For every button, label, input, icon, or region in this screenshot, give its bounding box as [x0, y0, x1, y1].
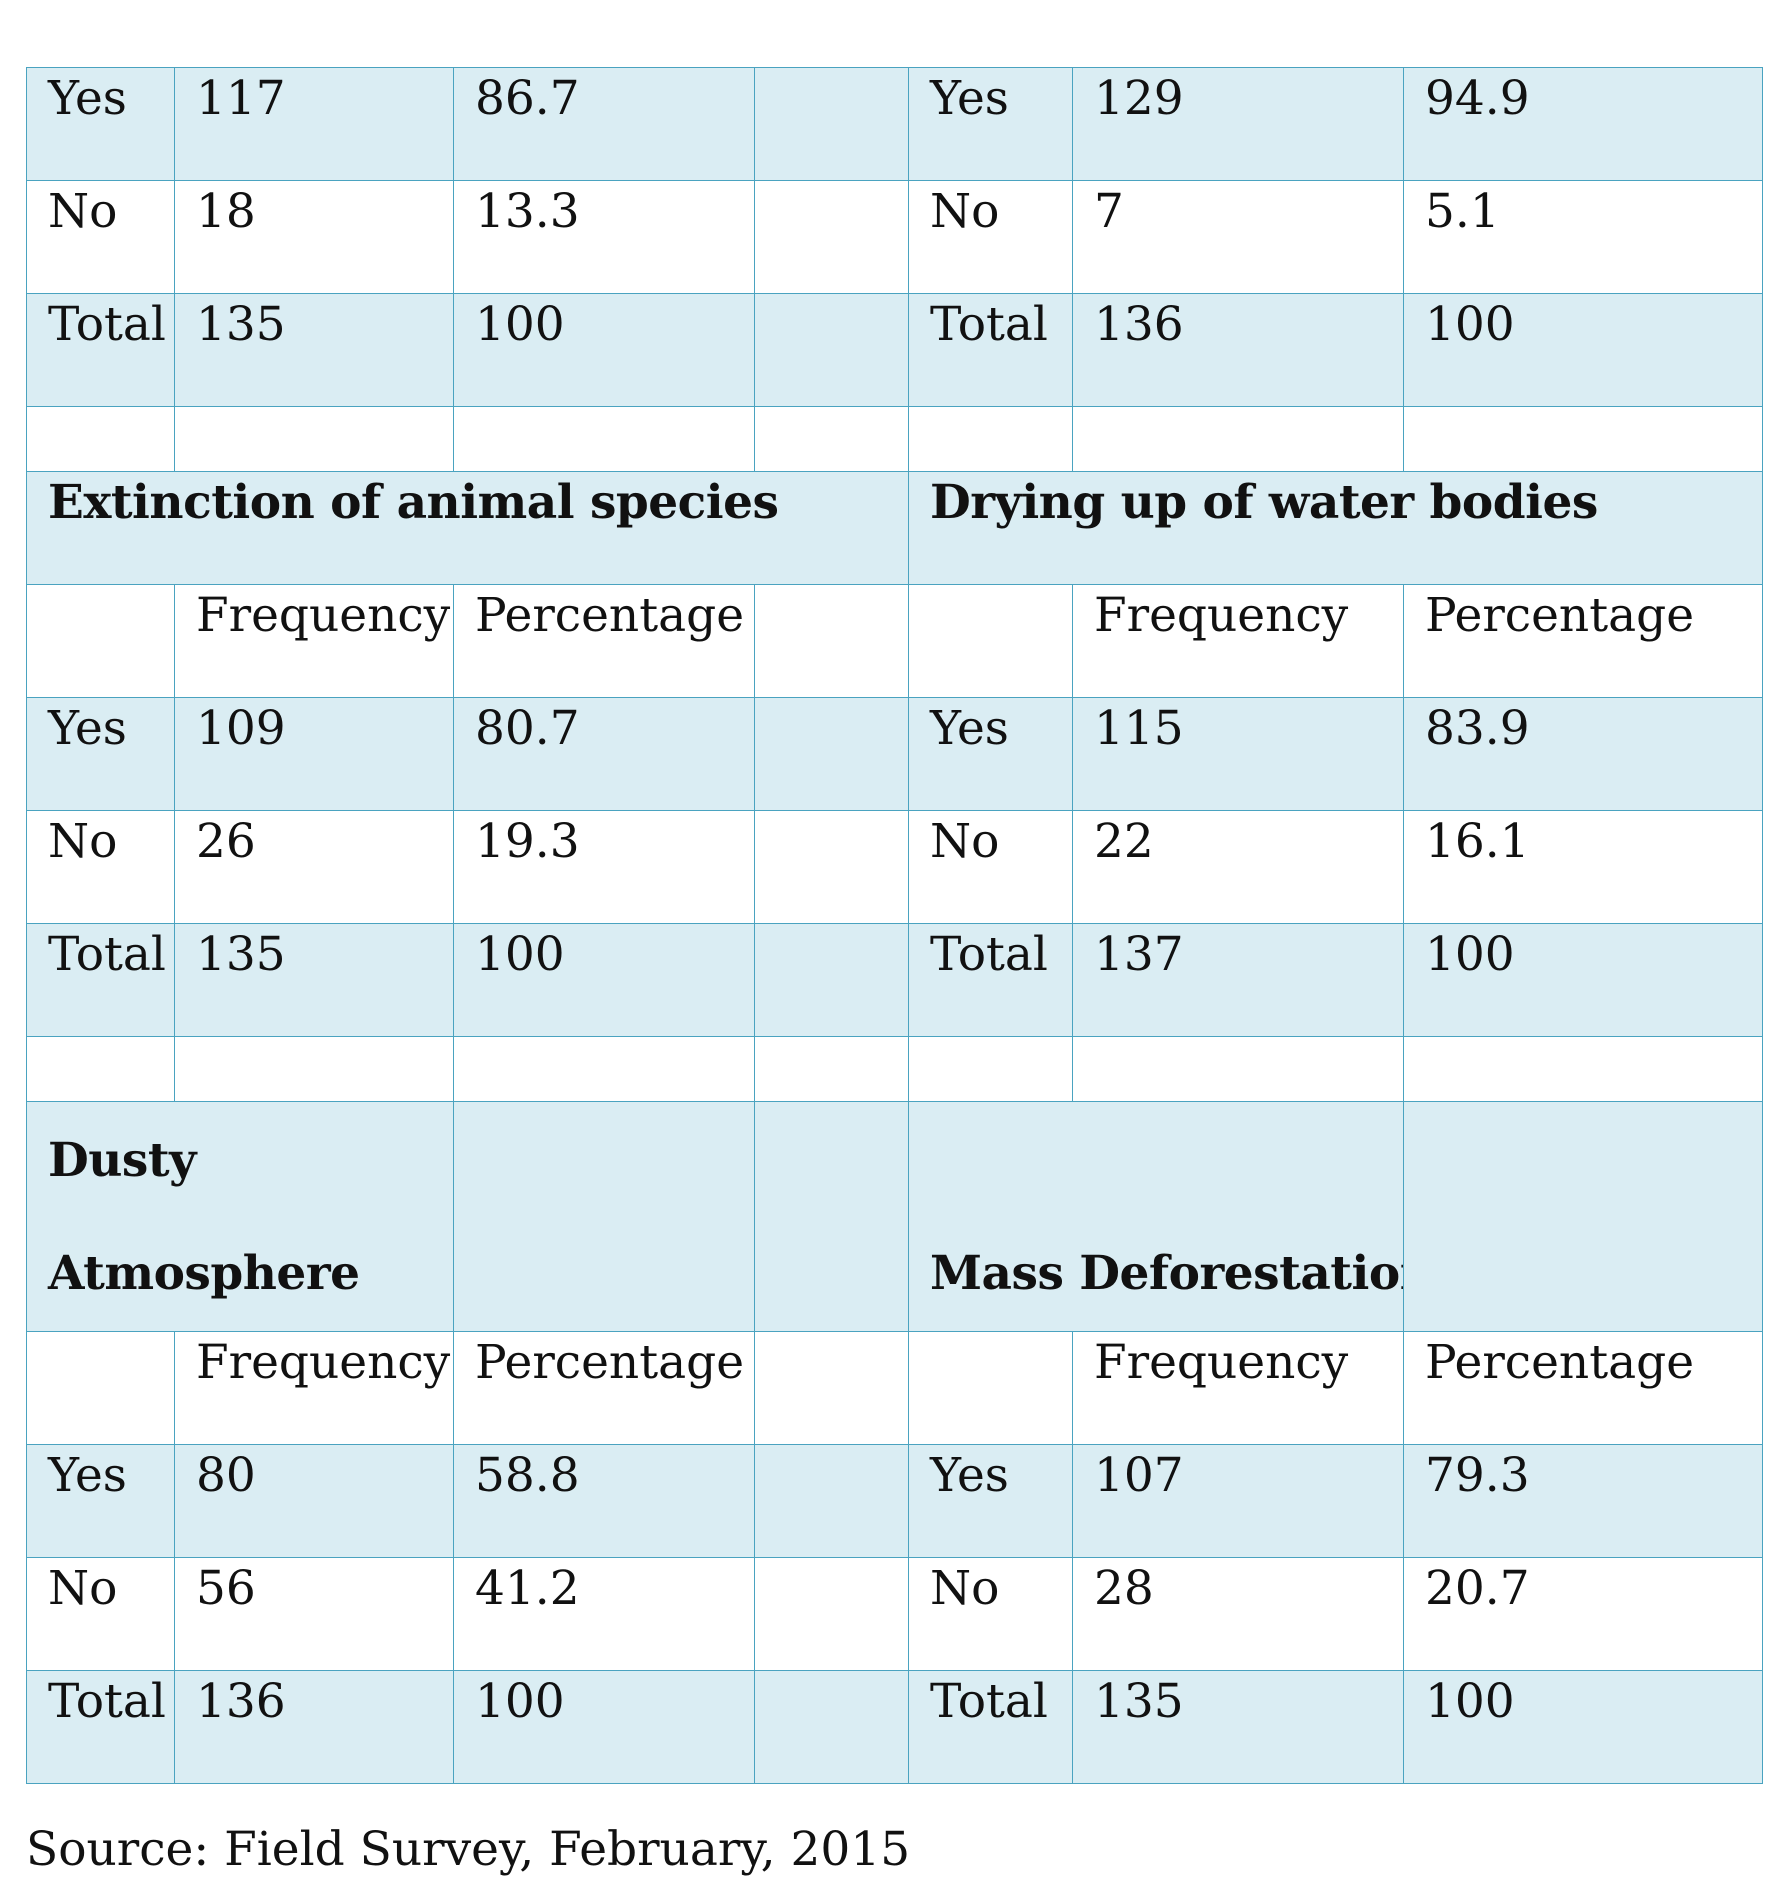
frequency-cell: 18 [174, 180, 454, 294]
percentage-cell: 100 [453, 923, 755, 1037]
column-header-row: Frequency Percentage Frequency Percentag… [26, 584, 1763, 698]
frequency-cell: 136 [1072, 293, 1404, 407]
percentage-cell: 100 [1403, 923, 1763, 1037]
section-title-row: Extinction of animal species Drying up o… [26, 471, 1763, 585]
row-label: No [908, 810, 1073, 924]
table-row: Yes 80 58.8 Yes 107 79.3 [26, 1444, 1763, 1558]
frequency-cell: 136 [174, 1670, 454, 1784]
column-header: Frequency [1072, 1331, 1404, 1445]
frequency-cell: 7 [1072, 180, 1404, 294]
column-header-row: Frequency Percentage Frequency Percentag… [26, 1331, 1763, 1445]
row-label: No [26, 810, 175, 924]
section-title-row: Dusty Atmosphere Mass Deforestation [26, 1101, 1763, 1332]
percentage-cell: 86.7 [453, 67, 755, 181]
row-label: Yes [908, 67, 1073, 181]
table-row: No 18 13.3 No 7 5.1 [26, 180, 1763, 294]
table-row: Total 135 100 Total 137 100 [26, 923, 1763, 1037]
column-header: Percentage [453, 584, 755, 698]
column-header: Percentage [453, 1331, 755, 1445]
table-row: Yes 117 86.7 Yes 129 94.9 [26, 67, 1763, 181]
percentage-cell: 16.1 [1403, 810, 1763, 924]
row-label: No [908, 180, 1073, 294]
frequency-cell: 115 [1072, 697, 1404, 811]
percentage-cell: 5.1 [1403, 180, 1763, 294]
row-label: Total [26, 293, 175, 407]
table-row: Total 136 100 Total 135 100 [26, 1670, 1763, 1784]
row-label: Yes [26, 67, 175, 181]
row-label: Yes [26, 1444, 175, 1558]
section-title: Drying up of water bodies [908, 471, 1763, 585]
frequency-cell: 107 [1072, 1444, 1404, 1558]
column-header: Frequency [174, 1331, 454, 1445]
frequency-cell: 28 [1072, 1557, 1404, 1671]
percentage-cell: 94.9 [1403, 67, 1763, 181]
spacer-row [26, 1036, 1763, 1102]
percentage-cell: 79.3 [1403, 1444, 1763, 1558]
row-label: Yes [26, 697, 175, 811]
row-label: Total [908, 293, 1073, 407]
row-label: Total [26, 923, 175, 1037]
frequency-cell: 109 [174, 697, 454, 811]
percentage-cell: 20.7 [1403, 1557, 1763, 1671]
row-label: No [26, 180, 175, 294]
empty-cell [754, 293, 909, 407]
percentage-cell: 100 [453, 293, 755, 407]
data-table: Yes 117 86.7 Yes 129 94.9 No 18 13.3 No … [26, 67, 1763, 1784]
row-label: Yes [908, 697, 1073, 811]
frequency-cell: 129 [1072, 67, 1404, 181]
row-label: Total [908, 1670, 1073, 1784]
frequency-cell: 135 [174, 923, 454, 1037]
spacer-row [26, 406, 1763, 472]
section-title: Dusty Atmosphere [26, 1101, 454, 1332]
percentage-cell: 100 [1403, 293, 1763, 407]
frequency-cell: 117 [174, 67, 454, 181]
row-label: Total [908, 923, 1073, 1037]
table-row: Total 135 100 Total 136 100 [26, 293, 1763, 407]
table-row: Yes 109 80.7 Yes 115 83.9 [26, 697, 1763, 811]
column-header: Percentage [1403, 1331, 1763, 1445]
percentage-cell: 19.3 [453, 810, 755, 924]
section-title: Extinction of animal species [26, 471, 909, 585]
table-row: No 56 41.2 No 28 20.7 [26, 1557, 1763, 1671]
column-header: Frequency [1072, 584, 1404, 698]
section-title: Mass Deforestation [908, 1101, 1404, 1332]
source-note: Source: Field Survey, February, 2015 [26, 1822, 911, 1877]
percentage-cell: 100 [453, 1670, 755, 1784]
column-header: Percentage [1403, 584, 1763, 698]
frequency-cell: 56 [174, 1557, 454, 1671]
percentage-cell: 80.7 [453, 697, 755, 811]
percentage-cell: 41.2 [453, 1557, 755, 1671]
frequency-cell: 135 [1072, 1670, 1404, 1784]
frequency-cell: 80 [174, 1444, 454, 1558]
frequency-cell: 135 [174, 293, 454, 407]
empty-cell [754, 180, 909, 294]
frequency-cell: 26 [174, 810, 454, 924]
frequency-cell: 22 [1072, 810, 1404, 924]
column-header: Frequency [174, 584, 454, 698]
row-label: No [908, 1557, 1073, 1671]
row-label: Total [26, 1670, 175, 1784]
percentage-cell: 58.8 [453, 1444, 755, 1558]
row-label: No [26, 1557, 175, 1671]
row-label: Yes [908, 1444, 1073, 1558]
percentage-cell: 13.3 [453, 180, 755, 294]
percentage-cell: 100 [1403, 1670, 1763, 1784]
frequency-cell: 137 [1072, 923, 1404, 1037]
empty-cell [754, 67, 909, 181]
percentage-cell: 83.9 [1403, 697, 1763, 811]
table-row: No 26 19.3 No 22 16.1 [26, 810, 1763, 924]
